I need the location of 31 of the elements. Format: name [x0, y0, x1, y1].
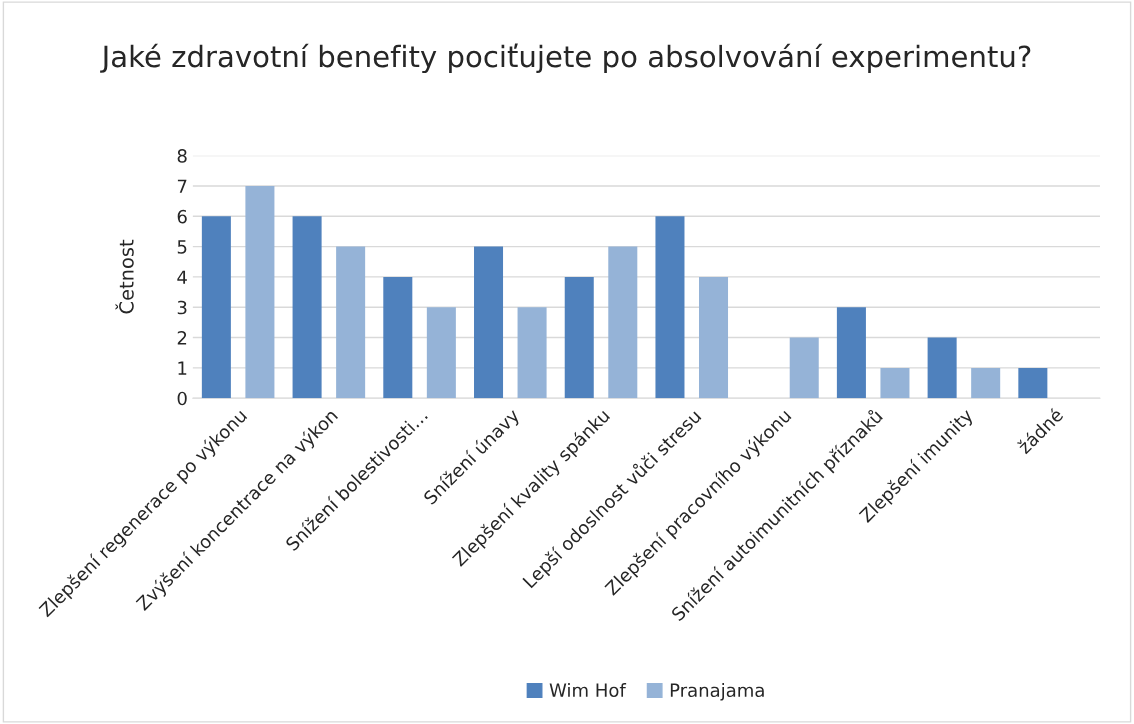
y-tick-label: 0 — [177, 391, 187, 406]
bar — [517, 307, 547, 399]
bar — [789, 337, 819, 399]
y-tick-label: 2 — [177, 331, 187, 345]
bar — [474, 246, 504, 399]
bar — [608, 246, 638, 399]
bar — [655, 216, 685, 399]
y-tick-label: 5 — [177, 240, 187, 254]
legend-label: Pranajama — [670, 683, 764, 701]
y-tick-label: 7 — [177, 179, 187, 193]
bar — [245, 185, 275, 399]
bar — [564, 276, 594, 399]
y-tick-label: 6 — [177, 209, 187, 224]
bar — [383, 276, 413, 399]
bar — [292, 216, 322, 399]
y-axis-title: Četnost — [115, 239, 134, 314]
chart-title: Jaké zdravotní benefity pociťujete po absolvování experimentu? — [100, 43, 1031, 74]
y-tick-label: 3 — [177, 300, 187, 315]
bar — [426, 307, 456, 399]
bar — [1018, 367, 1048, 399]
y-tick-label: 8 — [177, 149, 187, 163]
bar — [201, 216, 231, 399]
bar — [336, 246, 366, 399]
y-tick-label: 4 — [177, 270, 187, 284]
legend-label: Wim Hof — [549, 683, 627, 698]
bar — [699, 276, 729, 399]
bar — [836, 307, 866, 399]
bar — [927, 337, 957, 399]
bar — [971, 367, 1001, 399]
bar — [880, 367, 910, 399]
y-tick-label: 1 — [178, 361, 187, 375]
